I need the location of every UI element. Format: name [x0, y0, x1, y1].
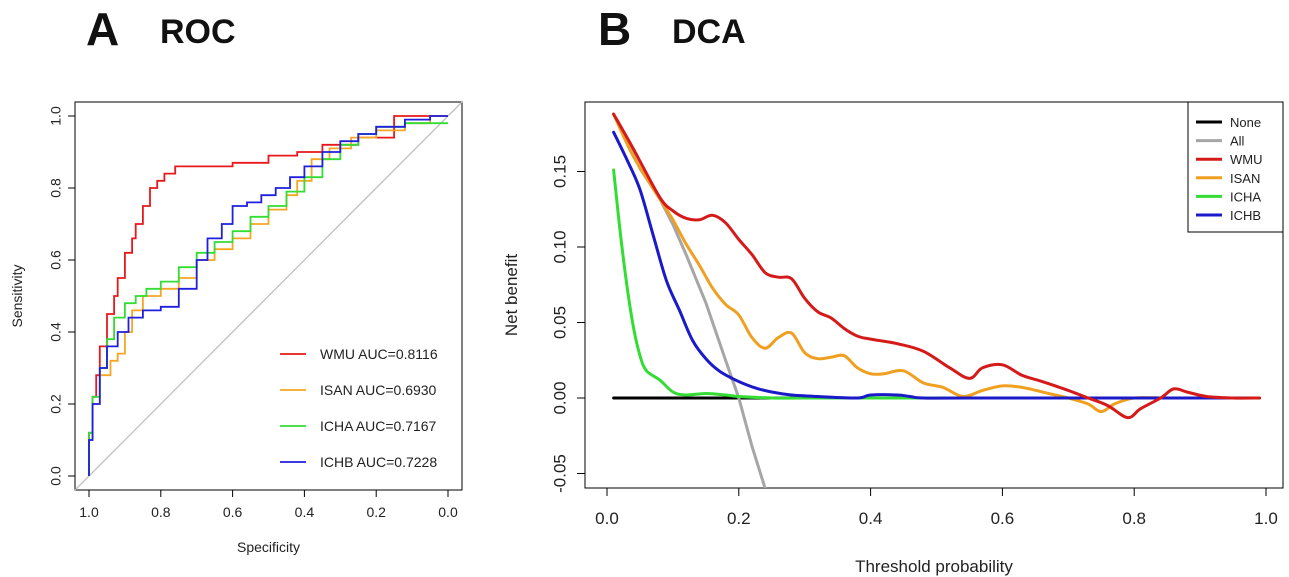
roc-x-tick-label: 0.0 [438, 504, 458, 520]
dca-plot-frame [584, 101, 1284, 489]
dca-legend-label-all: All [1230, 134, 1245, 149]
dca-y-tick-label: 0.00 [550, 381, 569, 414]
dca-series-ichb [612, 130, 1261, 400]
dca-y-tick-label: 0.05 [550, 306, 569, 339]
dca-x-tick-label: 0.0 [595, 509, 619, 528]
dca-x-tick-label: 1.0 [1254, 509, 1278, 528]
dca-legend-box [1187, 101, 1284, 233]
roc-legend-label-ichb: ICHB AUC=0.7228 [320, 454, 437, 470]
dca-x-tick-label: 0.2 [727, 509, 751, 528]
roc-plot-frame [74, 101, 463, 491]
roc-x-tick-label: 0.8 [151, 504, 171, 520]
dca-x-tick-label: 0.8 [1122, 509, 1146, 528]
dca-y-tick-label: 0.10 [550, 230, 569, 263]
roc-x-tick-label: 0.4 [295, 504, 315, 520]
dca-y-axis-label: Net benefit [502, 254, 521, 336]
roc-y-tick-label: 0.8 [48, 178, 64, 198]
dca-legend-label-ichb: ICHB [1230, 208, 1261, 223]
roc-x-tick-label: 1.0 [79, 504, 99, 520]
roc-series-wmu [88, 115, 448, 476]
roc-series-icha [88, 122, 448, 476]
roc-y-tick-label: 0.4 [48, 322, 64, 342]
roc-legend-label-isan: ISAN AUC=0.6930 [320, 382, 437, 398]
panel-a-title: ROC [160, 13, 236, 51]
dca-series-icha [612, 168, 1261, 400]
roc-x-tick-label: 0.2 [366, 504, 386, 520]
dca-x-axis-label: Threshold probability [855, 557, 1013, 576]
panel-b-title: DCA [672, 13, 746, 51]
dca-y-tick-label: 0.15 [550, 155, 569, 188]
dca-legend-label-wmu: WMU [1230, 152, 1263, 167]
roc-legend-label-wmu: WMU AUC=0.8116 [320, 346, 438, 362]
roc-series-ichb [88, 115, 448, 476]
dca-series-all [612, 112, 767, 488]
dca-legend-label-none: None [1230, 115, 1261, 130]
dca-series-wmu [612, 112, 1261, 420]
roc-y-axis-label: Sensitivity [9, 264, 25, 327]
dca-legend-label-icha: ICHA [1230, 189, 1261, 204]
dca-x-tick-label: 0.4 [859, 509, 883, 528]
roc-y-tick-label: 1.0 [48, 106, 64, 126]
panel-a-letter: A [86, 3, 120, 55]
roc-y-tick-label: 0.2 [48, 394, 64, 414]
dca-series-isan [612, 112, 1261, 414]
roc-y-tick-label: 0.6 [48, 250, 64, 270]
dca-y-tick-label: -0.05 [550, 454, 569, 493]
panel-b-letter: B [598, 3, 632, 55]
roc-reference-diagonal [74, 101, 463, 491]
roc-legend-label-icha: ICHA AUC=0.7167 [320, 418, 437, 434]
roc-y-tick-label: 0.0 [48, 466, 64, 486]
roc-x-axis-label: Specificity [237, 539, 300, 555]
roc-x-tick-label: 0.6 [223, 504, 243, 520]
dca-x-tick-label: 0.6 [991, 509, 1015, 528]
dca-legend-label-isan: ISAN [1230, 171, 1260, 186]
